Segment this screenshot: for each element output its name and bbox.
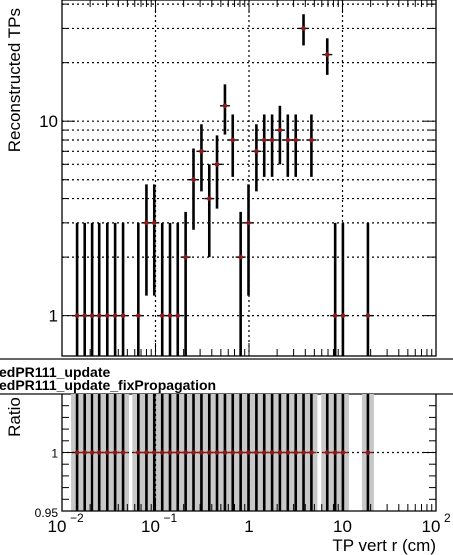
legend: edPR111_update edPR111_update_fixPropaga… [0,358,453,395]
main-point [238,254,243,260]
ratio-point [112,450,118,455]
main-points [72,14,373,356]
ratio-point [261,450,267,455]
ratio-point [293,450,299,455]
ratio-point [309,450,314,455]
ratio-ytick-label: 1 [51,447,58,461]
main-point [214,162,220,167]
main-point [183,254,188,260]
ratio-point [206,450,212,455]
ratio-xlabel: TP vert r (cm) [332,536,436,555]
main-point [309,137,314,143]
ratio-point [104,450,110,455]
main-ytick-label: 1 [49,307,58,326]
ratio-ylabel: Ratio [5,397,24,437]
legend-entry-2: edPR111_update_fixPropagation [0,377,216,393]
ratio-point [199,450,204,455]
main-point [246,220,251,226]
ratio-point [74,450,80,455]
main-point [269,137,275,143]
ratio-point [183,450,188,455]
main-ylabel: Reconstructed TPs [5,8,24,152]
ratio-point [332,450,338,455]
main-point [89,313,95,318]
main-ticks [61,0,436,356]
ratio-point [82,450,88,455]
ratio-ytick-labels: 0.95 1 [35,447,59,521]
ratio-ticks [61,405,437,512]
ratio-xtick-exponent: −2 [70,511,84,525]
main-point [159,313,165,318]
main-point [293,137,299,143]
ratio-point [96,450,102,455]
ratio-point [277,450,283,455]
main-point [191,177,196,183]
ratio-xtick-exponent: 2 [444,511,451,525]
ratio-xtick-labels: 10 −2 10 −1 1 10 10 2 [48,511,451,536]
main-point [340,313,346,318]
main-point [230,137,236,143]
main-ytick-labels: 1 10 [39,112,58,325]
main-point [199,149,204,154]
ratio-points [72,450,373,455]
main-point [151,220,157,226]
ratio-point [324,450,330,455]
ratio-point [151,450,157,455]
ratio-point [285,450,291,455]
main-grid [62,0,436,356]
ratio-point [159,450,165,455]
ratio-point [136,450,141,455]
main-point [175,313,181,318]
main-point [285,137,291,143]
ratio-ytick-label: 0.95 [35,506,59,520]
main-point [254,149,259,154]
main-point [206,196,212,201]
ratio-point [230,450,236,455]
main-point [324,52,330,57]
ratio-xtick-label: 10 [422,517,441,536]
legend-box [0,358,453,395]
main-point [74,313,80,318]
ratio-xtick-label: 10 [141,517,160,536]
ratio-xtick-label: 10 [48,517,67,536]
ratio-point [144,450,149,455]
ratio-point [340,450,346,455]
ratio-panel: 0.951 10 −2 10 −1 1 10 10 2 Ratio TP vert r (cm… [5,394,451,555]
main-frame [61,0,437,357]
ratio-point [222,450,228,455]
main-point [301,26,306,31]
ratio-point [254,450,259,455]
ratio-point [167,450,173,455]
main-point [112,313,118,318]
ratio-point [214,450,220,455]
main-ytick-label: 10 [39,112,58,131]
main-point [120,313,126,318]
main-point [144,220,149,226]
ratio-point [89,450,95,455]
ratio-xtick-label: 1 [244,517,253,536]
main-point [261,137,267,143]
ratio-point [246,450,251,455]
main-point [82,313,88,318]
ratio-point [365,450,371,455]
ratio-point [269,450,275,455]
main-point [365,313,371,318]
ratio-xtick-label: 10 [333,517,352,536]
main-point [136,313,141,318]
ratio-point [238,450,243,455]
ratio-point [191,450,196,455]
legend-entry-1: edPR111_update [0,364,110,380]
ratio-point [120,450,126,455]
main-point [167,313,173,318]
main-point [96,313,102,318]
main-point [222,103,228,109]
ratio-xtick-exponent: −1 [164,511,178,525]
main-panel: 1 10 Reconstructed TPs [5,0,437,357]
main-point [277,127,283,133]
ratio-point [301,450,306,455]
main-point [104,313,110,318]
ratio-point [175,450,181,455]
main-point [332,313,338,318]
